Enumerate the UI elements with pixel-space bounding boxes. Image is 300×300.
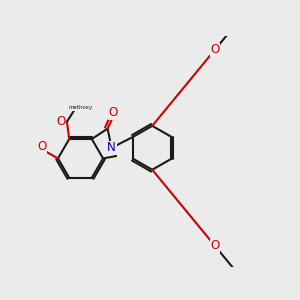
Text: O: O bbox=[37, 140, 46, 153]
Text: methoxy: methoxy bbox=[69, 105, 93, 110]
Text: O: O bbox=[109, 106, 118, 119]
Text: O: O bbox=[210, 239, 220, 253]
Text: O: O bbox=[210, 43, 220, 56]
Text: N: N bbox=[107, 141, 116, 154]
Text: O: O bbox=[56, 115, 66, 128]
